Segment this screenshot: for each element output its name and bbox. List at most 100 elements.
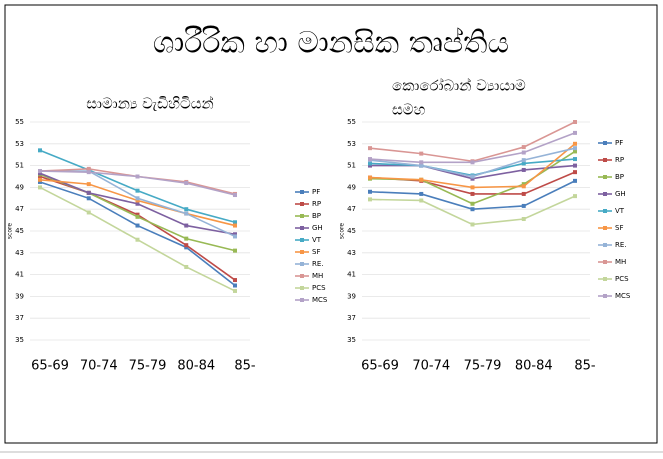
legend-marker [300,202,304,206]
legend-label: RE. [615,241,627,249]
data-point [573,157,577,162]
data-point [233,248,237,253]
y-tick-label: 49 [15,183,24,191]
legend-marker [603,277,607,281]
data-point [86,170,91,175]
data-point [135,196,140,201]
data-point [184,181,189,186]
legend-label: PF [312,188,320,196]
data-point [419,160,424,165]
y-tick-label: 43 [347,249,356,257]
data-point [573,141,577,146]
data-point [233,223,237,228]
chart-subtitle: සමහ [392,101,426,119]
data-point [38,171,42,176]
y-tick-label: 55 [15,118,24,126]
legend-label: RE. [312,260,324,268]
legend-label: PCS [312,284,326,292]
data-point [368,163,372,168]
x-tick-label: 75-79 [129,359,167,374]
y-tick-label: 51 [15,162,24,170]
data-point [233,288,237,293]
y-tick-label: 55 [347,118,356,126]
x-tick-label: 65-69 [31,359,69,374]
data-point [184,211,189,216]
legend-label: RP [615,156,624,164]
data-point [135,214,140,219]
data-point [135,198,140,203]
data-point [470,201,475,206]
legend-label: GH [615,190,626,198]
x-tick-label: 75-79 [464,359,502,374]
data-point [135,223,140,228]
y-tick-label: 53 [15,140,24,148]
legend-marker [603,260,607,264]
x-tick-label: 80-84 [515,359,553,374]
legend-marker [300,274,304,278]
data-point [573,170,577,175]
data-point [38,179,42,184]
chart-title: සාමාන්‍ය වැඩිහිටියන් [86,94,213,112]
legend-label: SF [312,248,320,256]
slide-title: ශාරීරික හා මානසික තෘප්තිය [153,26,509,61]
data-point [573,146,577,151]
data-point [184,236,189,241]
legend-marker [603,209,607,213]
y-tick-label: 45 [15,227,24,235]
data-point [184,243,189,248]
data-point [368,175,372,180]
data-point [419,163,424,168]
data-point [573,194,577,199]
slide-border [4,4,658,444]
y-tick-label: 39 [15,292,24,300]
y-tick-label: 41 [15,271,24,279]
data-point [521,150,526,155]
data-point [573,163,577,168]
legend-label: MCS [312,296,328,304]
data-point [419,198,424,203]
data-point [521,203,526,208]
data-point [521,191,526,196]
y-tick-label: 43 [15,249,24,257]
data-point [470,185,475,190]
legend-marker [603,294,607,298]
data-point [233,234,237,239]
legend-marker [300,214,304,218]
y-axis-label: score [7,223,14,239]
legend-label: SF [615,224,623,232]
y-tick-label: 51 [347,162,356,170]
data-point [470,222,475,227]
legend-marker [603,158,607,162]
y-tick-label: 47 [15,205,24,213]
y-tick-label: 35 [347,336,356,344]
legend-label: MCS [615,292,631,300]
data-point [86,166,91,171]
legend-marker [300,238,304,242]
legend-marker [300,298,304,302]
chart-title: කොරෝබාන් ව්‍යායාම [392,76,526,94]
y-tick-label: 49 [347,183,356,191]
data-point [521,182,526,187]
y-tick-label: 47 [347,205,356,213]
data-point [184,223,189,228]
y-tick-label: 53 [347,140,356,148]
data-point [233,283,237,288]
data-point [573,149,577,154]
data-point [521,158,526,163]
legend-marker [300,250,304,254]
legend-marker [300,226,304,230]
data-point [521,217,526,222]
y-tick-label: 37 [347,314,356,322]
data-point [86,210,91,215]
legend-marker [603,243,607,247]
data-point [368,146,372,151]
legend-marker [603,141,607,145]
x-tick-label: 70-74 [412,359,450,374]
data-point [368,157,372,162]
data-point [521,167,526,172]
legend-label: VT [615,207,625,215]
x-tick-label: 70-74 [80,359,118,374]
legend-marker [603,175,607,179]
legend-label: GH [312,224,323,232]
